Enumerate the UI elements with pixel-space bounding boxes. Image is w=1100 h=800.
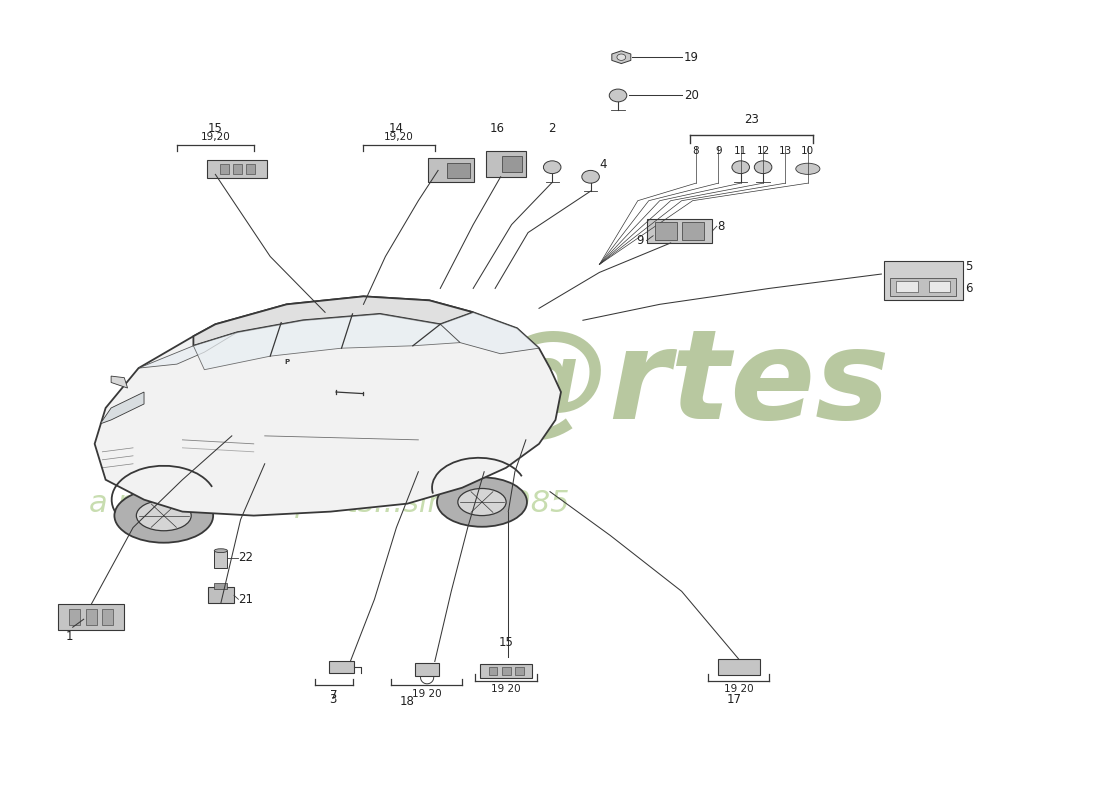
Bar (58, 604, 124, 630)
Text: 19 20: 19 20 (724, 684, 754, 694)
Text: europ: europ (144, 323, 554, 445)
Circle shape (609, 89, 627, 102)
Bar (246, 163, 255, 174)
Text: P: P (284, 358, 289, 365)
Ellipse shape (114, 489, 213, 542)
Text: 22: 22 (239, 551, 253, 564)
Bar (895, 282, 917, 292)
Polygon shape (95, 296, 561, 515)
Circle shape (732, 161, 749, 174)
Bar (102, 609, 113, 625)
Ellipse shape (795, 163, 820, 174)
Text: 19 20: 19 20 (411, 689, 441, 698)
Text: @rtes: @rtes (484, 323, 890, 445)
Text: 20: 20 (684, 89, 699, 102)
Bar (214, 550, 228, 568)
Text: 14: 14 (389, 122, 404, 135)
Text: 19: 19 (684, 50, 699, 64)
Bar (207, 160, 267, 178)
Bar (447, 162, 470, 178)
Polygon shape (111, 376, 128, 388)
Ellipse shape (136, 501, 191, 530)
Bar (415, 663, 439, 676)
Polygon shape (139, 332, 238, 368)
Bar (928, 282, 950, 292)
Ellipse shape (437, 478, 527, 526)
Text: 3: 3 (329, 694, 337, 706)
Bar (233, 163, 242, 174)
Bar (428, 158, 474, 182)
Text: 13: 13 (779, 146, 792, 156)
Text: 15: 15 (208, 122, 223, 135)
Text: 2: 2 (549, 122, 556, 135)
Text: 15: 15 (498, 636, 514, 649)
Text: 1: 1 (66, 630, 74, 642)
Bar (480, 664, 532, 678)
Text: 7: 7 (330, 689, 338, 702)
Bar (502, 666, 510, 675)
Text: 18: 18 (400, 695, 415, 708)
Bar (488, 666, 497, 675)
Text: 6: 6 (965, 282, 972, 295)
Text: a passion for parts...since 1985: a passion for parts...since 1985 (89, 489, 570, 518)
Bar (647, 219, 713, 243)
Text: 10: 10 (801, 146, 814, 156)
Ellipse shape (458, 489, 506, 515)
Text: 8: 8 (693, 146, 700, 156)
Text: 9: 9 (715, 146, 722, 156)
Bar (718, 659, 760, 675)
Text: 19,20: 19,20 (200, 132, 230, 142)
Polygon shape (194, 296, 473, 346)
Bar (656, 222, 678, 240)
Bar (486, 151, 526, 177)
Text: 9: 9 (636, 234, 644, 247)
Bar (330, 661, 353, 674)
Text: 5: 5 (965, 259, 972, 273)
Text: 21: 21 (239, 593, 253, 606)
Text: 4: 4 (600, 158, 607, 171)
Text: 19 20: 19 20 (492, 684, 521, 694)
Circle shape (755, 161, 772, 174)
Text: 12: 12 (757, 146, 770, 156)
Text: 23: 23 (745, 113, 759, 126)
Text: 11: 11 (734, 146, 747, 156)
Text: 8: 8 (717, 220, 724, 233)
Circle shape (617, 54, 626, 60)
Bar (208, 587, 234, 603)
Bar (214, 582, 228, 589)
Bar (682, 222, 704, 240)
Text: 16: 16 (490, 122, 505, 135)
Bar (503, 156, 521, 172)
Bar (220, 163, 229, 174)
Circle shape (582, 170, 600, 183)
Polygon shape (440, 312, 539, 354)
Text: 17: 17 (727, 694, 741, 706)
Text: 19,20: 19,20 (384, 132, 414, 142)
Bar (86, 609, 97, 625)
Bar (515, 666, 524, 675)
Bar (890, 278, 956, 295)
Bar (69, 609, 80, 625)
Polygon shape (100, 392, 144, 424)
Polygon shape (194, 314, 460, 370)
Bar (883, 262, 962, 299)
Circle shape (543, 161, 561, 174)
Polygon shape (612, 51, 630, 63)
Ellipse shape (214, 549, 228, 553)
